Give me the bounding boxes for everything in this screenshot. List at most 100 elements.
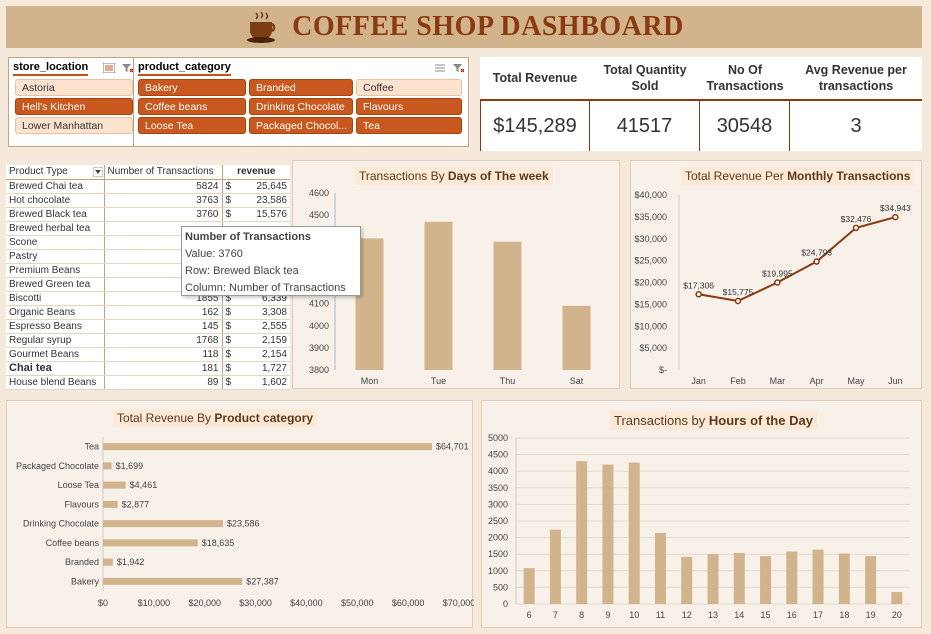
- data-point[interactable]: [852, 224, 860, 232]
- hours-of-day-chart: Transactions by Hours of the Day 0 500 100…: [481, 400, 922, 628]
- pivot-product-type[interactable]: Espresso Beans: [6, 319, 105, 334]
- pivot-product-type[interactable]: Regular syrup: [6, 333, 105, 348]
- pivot-revenue[interactable]: $2,154: [222, 347, 290, 362]
- bar[interactable]: [812, 549, 824, 604]
- bar[interactable]: [103, 462, 112, 470]
- tooltip-row: Row: Brewed Black tea: [185, 265, 299, 277]
- pivot-revenue[interactable]: $3,308: [222, 305, 290, 320]
- revenue-value: 2,159: [261, 334, 287, 346]
- product-category-option[interactable]: Packaged Chocol...: [249, 117, 353, 134]
- pivot-product-type[interactable]: Brewed herbal tea: [6, 221, 105, 236]
- kpi-total-revenue: $145,289: [480, 101, 590, 151]
- clear-filter-icon[interactable]: [452, 63, 464, 73]
- pivot-product-type[interactable]: Premium Beans: [6, 263, 105, 278]
- pivot-transactions[interactable]: 5824: [104, 179, 223, 194]
- x-tick-label: Feb: [730, 376, 746, 386]
- pivot-product-type[interactable]: Chai tea: [6, 361, 105, 376]
- pivot-revenue[interactable]: $25,645: [222, 179, 290, 194]
- pivot-revenue[interactable]: $2,159: [222, 333, 290, 348]
- bar[interactable]: [103, 539, 198, 547]
- bar[interactable]: [681, 556, 693, 604]
- pivot-product-type[interactable]: Brewed Green tea: [6, 277, 105, 292]
- pivot-transactions[interactable]: 89: [104, 375, 223, 390]
- pivot-row: Brewed Chai tea 5824 $25,645: [6, 179, 290, 194]
- bar[interactable]: [865, 556, 877, 604]
- bar[interactable]: [549, 529, 561, 604]
- pivot-product-type[interactable]: Gourmet Beans: [6, 347, 105, 362]
- bar[interactable]: [628, 462, 640, 604]
- pivot-transactions[interactable]: 162: [104, 305, 223, 320]
- pivot-product-type[interactable]: Pastry: [6, 249, 105, 264]
- bar[interactable]: [891, 592, 903, 604]
- bar[interactable]: [760, 556, 772, 604]
- product-category-option[interactable]: Flavours: [356, 98, 462, 115]
- pivot-revenue[interactable]: $15,576: [222, 207, 290, 222]
- pivot-product-type[interactable]: Brewed Chai tea: [6, 179, 105, 194]
- clear-filter-icon[interactable]: [121, 63, 133, 73]
- pivot-transactions[interactable]: 3760: [104, 207, 223, 222]
- bar[interactable]: [103, 558, 113, 566]
- pivot-product-type[interactable]: House blend Beans: [6, 375, 105, 390]
- bar[interactable]: [654, 532, 666, 604]
- kpi-transactions: 30548: [700, 101, 790, 151]
- pivot-transactions[interactable]: 145: [104, 319, 223, 334]
- pivot-product-type[interactable]: Hot chocolate: [6, 193, 105, 208]
- data-label: $64,701: [436, 442, 469, 452]
- pivot-transactions[interactable]: 1768: [104, 333, 223, 348]
- x-tick-label: Mar: [770, 376, 786, 386]
- bar[interactable]: [602, 464, 614, 604]
- data-point[interactable]: [813, 258, 820, 265]
- data-point[interactable]: [734, 297, 742, 305]
- store-location-option[interactable]: Lower Manhattan: [15, 117, 133, 134]
- y-tick-label: 1000: [488, 566, 508, 576]
- bar[interactable]: [576, 461, 588, 604]
- bar[interactable]: [707, 554, 719, 604]
- bar[interactable]: [493, 241, 522, 370]
- product-category-option[interactable]: Bakery: [138, 79, 246, 96]
- product-category-option[interactable]: Loose Tea: [138, 117, 246, 134]
- product-category-option[interactable]: Tea: [356, 117, 462, 134]
- bar[interactable]: [562, 305, 591, 370]
- pivot-transactions[interactable]: 3763: [104, 193, 223, 208]
- bar[interactable]: [523, 568, 535, 604]
- y-tick-label: 5000: [488, 433, 508, 443]
- kpi-header-total-quantity: Total Quantity Sold: [603, 63, 687, 93]
- bar[interactable]: [103, 443, 433, 451]
- pivot-transactions[interactable]: 118: [104, 347, 223, 362]
- data-point[interactable]: [892, 213, 899, 221]
- pivot-revenue[interactable]: $23,586: [222, 193, 290, 208]
- data-point[interactable]: [695, 291, 702, 298]
- bar[interactable]: [103, 500, 118, 508]
- filter-dropdown-icon[interactable]: [92, 167, 103, 177]
- product-category-option[interactable]: Branded: [249, 79, 353, 96]
- store-location-option[interactable]: Hell's Kitchen: [15, 98, 133, 115]
- store-location-option[interactable]: Astoria: [15, 79, 133, 96]
- pivot-transactions[interactable]: 181: [104, 361, 223, 376]
- x-tick-label: Tue: [431, 376, 446, 386]
- y-tick-label: $40,000: [634, 190, 667, 200]
- bar[interactable]: [103, 520, 223, 528]
- product-category-option[interactable]: Coffee beans: [138, 98, 246, 115]
- pivot-product-type[interactable]: Organic Beans: [6, 305, 105, 320]
- bar[interactable]: [424, 221, 453, 370]
- pivot-revenue[interactable]: $2,555: [222, 319, 290, 334]
- pivot-product-type[interactable]: Biscotti: [6, 291, 105, 306]
- y-tick-label: $35,000: [634, 212, 667, 222]
- tooltip-column: Column: Number of Transactions: [185, 282, 346, 294]
- bar[interactable]: [786, 551, 798, 604]
- multi-select-icon[interactable]: [103, 63, 115, 73]
- product-category-option[interactable]: Drinking Chocolate: [249, 98, 353, 115]
- pivot-revenue[interactable]: $1,602: [222, 375, 290, 390]
- bar[interactable]: [733, 552, 745, 604]
- pivot-header-product-type[interactable]: Product Type: [6, 165, 105, 180]
- multi-select-icon[interactable]: [434, 63, 446, 73]
- pivot-revenue[interactable]: $1,727: [222, 361, 290, 376]
- pivot-product-type[interactable]: Brewed Black tea: [6, 207, 105, 222]
- data-point[interactable]: [774, 279, 781, 286]
- bar[interactable]: [103, 481, 126, 489]
- product-category-option[interactable]: Coffee: [356, 79, 462, 96]
- bar[interactable]: [838, 553, 850, 604]
- bar[interactable]: [103, 577, 243, 585]
- hours-chart-title: Transactions by Hours of the Day: [610, 411, 817, 430]
- pivot-product-type[interactable]: Scone: [6, 235, 105, 250]
